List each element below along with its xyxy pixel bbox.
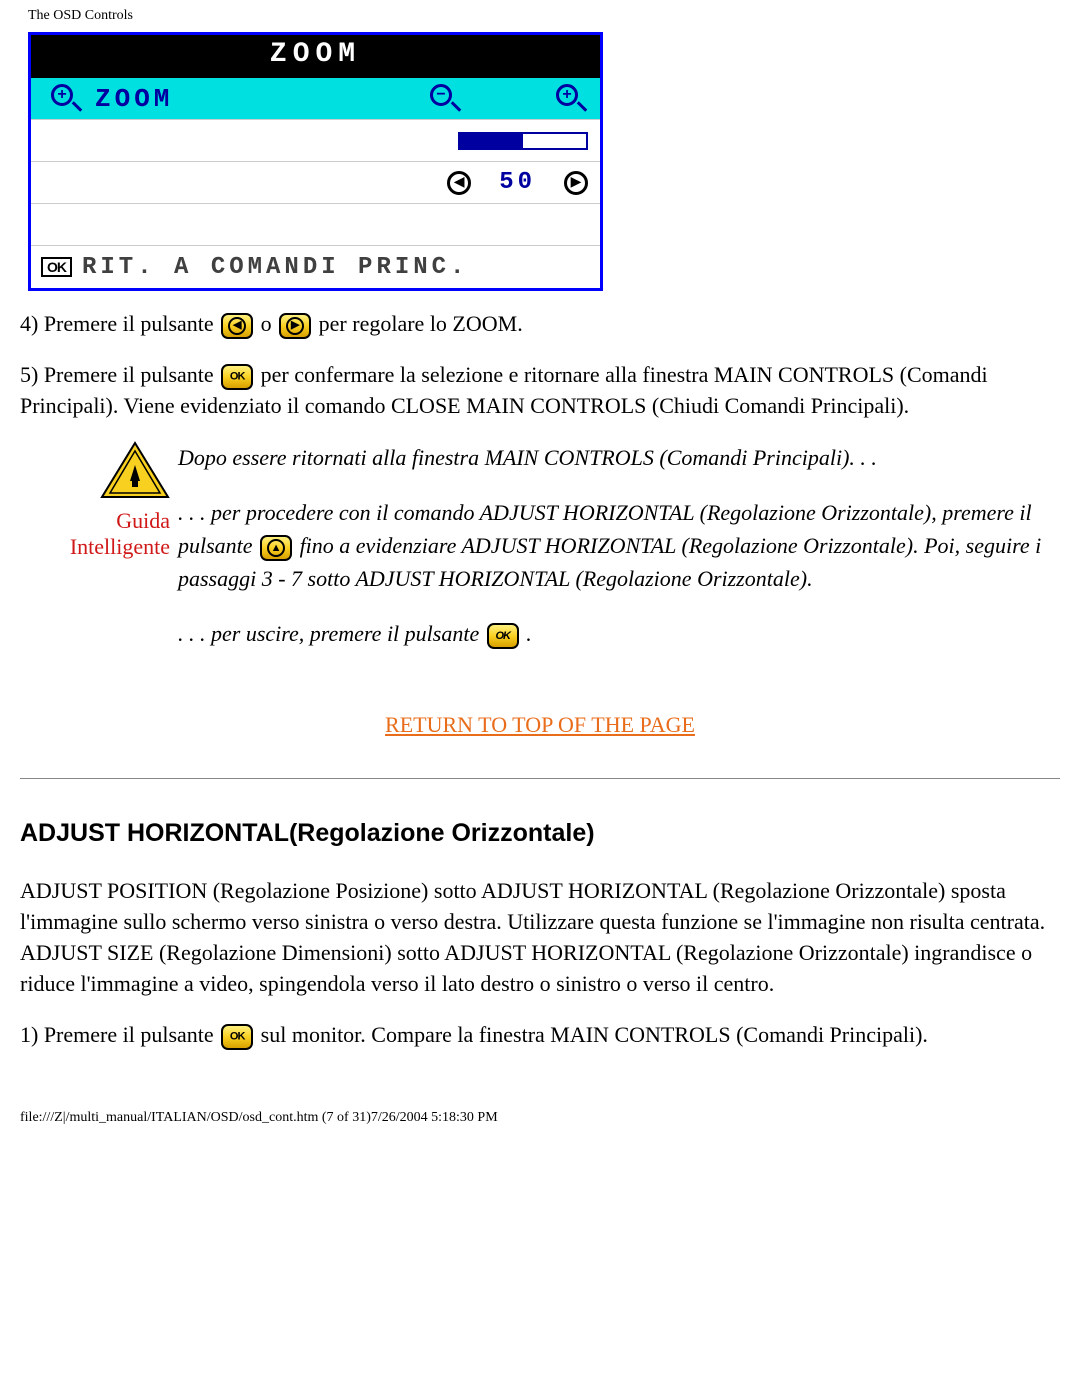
guide-p2b: fino a evidenziare ADJUST HORIZONTAL (Re… bbox=[178, 533, 1041, 591]
step-5-text: 5) Premere il pulsante OK per confermare… bbox=[20, 360, 1060, 422]
ok-button-icon: OK bbox=[487, 623, 519, 649]
page-header: The OSD Controls bbox=[28, 8, 1060, 24]
section-heading: ADJUST HORIZONTAL(Regolazione Orizzontal… bbox=[20, 819, 1060, 848]
nav-left-icon[interactable]: ◀ bbox=[447, 171, 471, 195]
step-1-text: 1) Premere il pulsante OK sul monitor. C… bbox=[20, 1020, 1060, 1051]
step5-prefix: 5) Premere il pulsante bbox=[20, 362, 219, 387]
step4-prefix: 4) Premere il pulsante bbox=[20, 311, 219, 336]
zoom-in-icon-right: + bbox=[556, 84, 586, 114]
return-controls-label: RIT. A COMANDI PRINC. bbox=[82, 254, 468, 281]
zoom-label: ZOOM bbox=[95, 84, 173, 114]
smart-guide-block: Guida Intelligente Dopo essere ritornati… bbox=[20, 441, 1060, 672]
return-to-top-link[interactable]: RETURN TO TOP OF THE PAGE bbox=[20, 712, 1060, 738]
osd-bottom-row: OK RIT. A COMANDI PRINC. bbox=[31, 246, 600, 288]
osd-slider-row bbox=[31, 120, 600, 162]
zoom-out-icon: − bbox=[430, 84, 460, 114]
ok-icon[interactable]: OK bbox=[41, 257, 72, 277]
osd-blank-row bbox=[31, 204, 600, 246]
osd-zoom-row: + ZOOM − + bbox=[31, 78, 600, 120]
guide-p3b: . bbox=[526, 621, 532, 646]
guide-p1: Dopo essere ritornati alla finestra MAIN… bbox=[178, 441, 1060, 474]
up-arrow-button-icon: ▲ bbox=[260, 535, 292, 561]
step1-prefix: 1) Premere il pulsante bbox=[20, 1022, 219, 1047]
nav-right-icon[interactable]: ▶ bbox=[564, 171, 588, 195]
section-body: ADJUST POSITION (Regolazione Posizione) … bbox=[20, 876, 1060, 999]
ok-button-icon: OK bbox=[221, 364, 253, 390]
osd-window: ZOOM + ZOOM − + ◀ 50 ▶ bbox=[28, 32, 603, 291]
step1-suffix: sul monitor. Compare la finestra MAIN CO… bbox=[261, 1022, 928, 1047]
right-arrow-button-icon: ▶ bbox=[279, 313, 311, 339]
step4-mid: o bbox=[261, 311, 278, 336]
guide-label: Guida Intelligente bbox=[20, 508, 170, 560]
step4-suffix: per regolare lo ZOOM. bbox=[319, 311, 523, 336]
footer-path: file:///Z|/multi_manual/ITALIAN/OSD/osd_… bbox=[20, 1110, 1060, 1126]
step-4-text: 4) Premere il pulsante ◀ o ▶ per regolar… bbox=[20, 309, 1060, 340]
osd-value-row: ◀ 50 ▶ bbox=[31, 162, 600, 204]
warning-icon bbox=[100, 441, 170, 501]
ok-button-icon: OK bbox=[221, 1024, 253, 1050]
guide-p3a: . . . per uscire, premere il pulsante bbox=[178, 621, 485, 646]
guide-p3: . . . per uscire, premere il pulsante OK… bbox=[178, 617, 1060, 650]
divider bbox=[20, 778, 1060, 779]
zoom-slider[interactable] bbox=[458, 132, 588, 150]
guide-p2: . . . per procedere con il comando ADJUS… bbox=[178, 496, 1060, 595]
left-arrow-button-icon: ◀ bbox=[221, 313, 253, 339]
zoom-in-icon-left: + bbox=[51, 84, 81, 114]
osd-title: ZOOM bbox=[31, 35, 600, 78]
zoom-value: 50 bbox=[499, 169, 536, 196]
